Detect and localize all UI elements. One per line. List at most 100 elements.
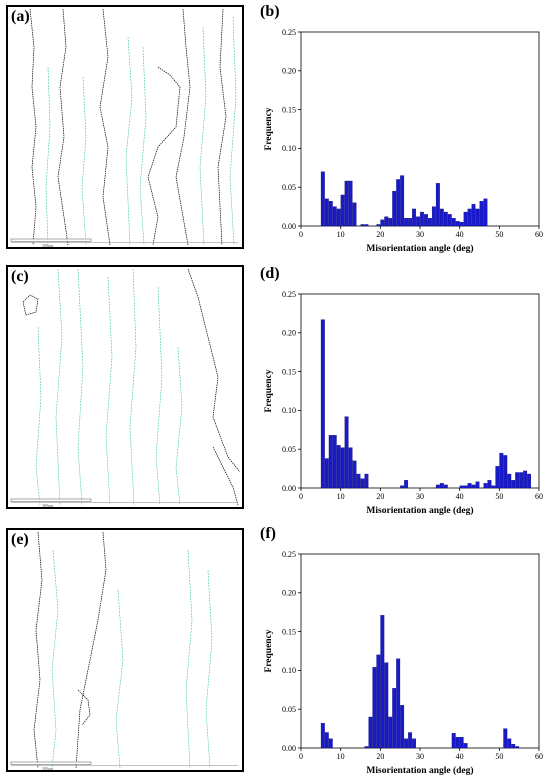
panel-label-b: (b) (260, 3, 280, 20)
y-tick-label: 0.10 (282, 406, 296, 415)
histogram-bar (475, 208, 480, 227)
plot-frame (300, 293, 540, 489)
histogram-bar (507, 738, 512, 749)
x-axis-title: Misorientation angle (deg) (366, 505, 473, 516)
histogram-bar (455, 736, 460, 749)
histogram-bar (340, 194, 345, 227)
histogram-bar (364, 473, 369, 489)
y-tick-label: 0.00 (282, 744, 296, 753)
grain-boundary-line (155, 286, 163, 506)
histogram-bar (352, 460, 357, 489)
histogram-bar (384, 662, 389, 749)
x-tick-label: 50 (495, 752, 503, 761)
y-tick-label: 0.25 (282, 28, 296, 37)
histogram-bar (467, 208, 472, 227)
histogram-bar (451, 218, 456, 227)
x-tick-label: 60 (535, 492, 543, 501)
x-tick-label: 10 (337, 752, 345, 761)
y-tick-label: 0.20 (282, 67, 296, 76)
histogram-bar (320, 171, 325, 227)
histogram-bar (479, 201, 484, 227)
histogram-bar (515, 472, 520, 489)
grain-boundary-map (10, 268, 241, 506)
histogram-bar (392, 190, 397, 227)
grain-boundary-line (187, 268, 241, 473)
histogram-bar (364, 746, 369, 749)
histogram-bar (388, 218, 393, 227)
scale-bar (10, 238, 92, 242)
histogram-bar (336, 208, 341, 227)
y-tick-label: 0.05 (282, 705, 296, 714)
histogram-bar (475, 481, 480, 489)
grain-boundary-line (229, 16, 237, 246)
x-tick-label: 0 (299, 230, 303, 239)
histogram-bar (360, 478, 365, 489)
grain-boundary-line (99, 8, 111, 246)
histogram-bar (443, 484, 448, 489)
histogram-bar (511, 743, 516, 749)
x-tick-label: 20 (376, 752, 384, 761)
histogram-svg: 0 10 20 30 40 50 60 0.00 0.05 0.10 0.15 0.20 0.25 Mis… (264, 28, 543, 254)
grain-boundary-line (125, 36, 133, 246)
grain-boundary-line (205, 569, 213, 769)
histogram-bar (459, 485, 464, 489)
histogram-bar (483, 198, 488, 227)
grain-boundary-line (22, 294, 39, 316)
histogram-bar (455, 221, 460, 227)
histogram-bar (451, 733, 456, 749)
histogram-bar (380, 219, 385, 227)
scale-bar-label: 300µm (42, 243, 54, 248)
histogram-bar (511, 480, 516, 489)
histogram-bar (471, 484, 476, 489)
histogram-bar (431, 206, 436, 227)
scale-bar-label: 300µm (42, 503, 54, 508)
scale-bar (10, 498, 92, 502)
grain-boundary-line (77, 689, 91, 726)
histogram-bar (404, 218, 409, 227)
grain-boundary-line (147, 66, 181, 246)
histogram-f: 0 10 20 30 40 50 60 0.00 0.05 0.10 0.15 0.20 0.25 Mis… (256, 522, 550, 782)
histogram-bar (499, 452, 504, 489)
histogram-bar (527, 473, 532, 489)
histogram-bar (360, 224, 365, 227)
grain-boundary-line (139, 46, 147, 246)
histogram-bar (400, 485, 405, 489)
grain-boundary-map (10, 8, 238, 246)
histogram-bar (487, 480, 492, 489)
x-tick-label: 50 (495, 230, 503, 239)
grain-boundary-line (115, 589, 124, 769)
histogram-bar (467, 483, 472, 489)
histogram-bar (324, 458, 329, 489)
grain-boundary-line (51, 549, 59, 769)
panel-label-e: (e) (11, 531, 29, 548)
histogram-bar (459, 221, 464, 227)
histogram-bar (332, 435, 337, 489)
grain-boundary-line (33, 531, 43, 769)
histogram-bar (324, 198, 329, 227)
histogram-bar (507, 473, 512, 489)
y-tick-label: 0.15 (282, 367, 296, 376)
grain-boundary-line (77, 268, 84, 506)
histogram-bar (408, 732, 413, 749)
y-tick-label: 0.10 (282, 666, 296, 675)
grain-boundary-line (57, 8, 69, 246)
x-tick-label: 20 (376, 230, 384, 239)
grain-boundary-line (75, 531, 107, 769)
histogram-bar (352, 202, 357, 227)
histogram-bar (515, 746, 520, 749)
x-tick-label: 40 (456, 492, 464, 501)
histogram-bar (344, 180, 349, 227)
histogram-bar (523, 470, 528, 489)
histogram-bar (376, 654, 381, 749)
y-tick-label: 0.20 (282, 329, 296, 338)
histogram-bar (340, 447, 345, 489)
histogram-bar (447, 214, 452, 227)
y-tick-label: 0.15 (282, 105, 296, 114)
x-tick-label: 0 (299, 492, 303, 501)
grain-boundary-line (35, 326, 42, 506)
histogram-bar (495, 466, 500, 489)
y-tick-label: 0.05 (282, 183, 296, 192)
x-tick-label: 10 (337, 492, 345, 501)
histogram-bar (435, 183, 440, 227)
grain-boundary-line (212, 446, 239, 506)
